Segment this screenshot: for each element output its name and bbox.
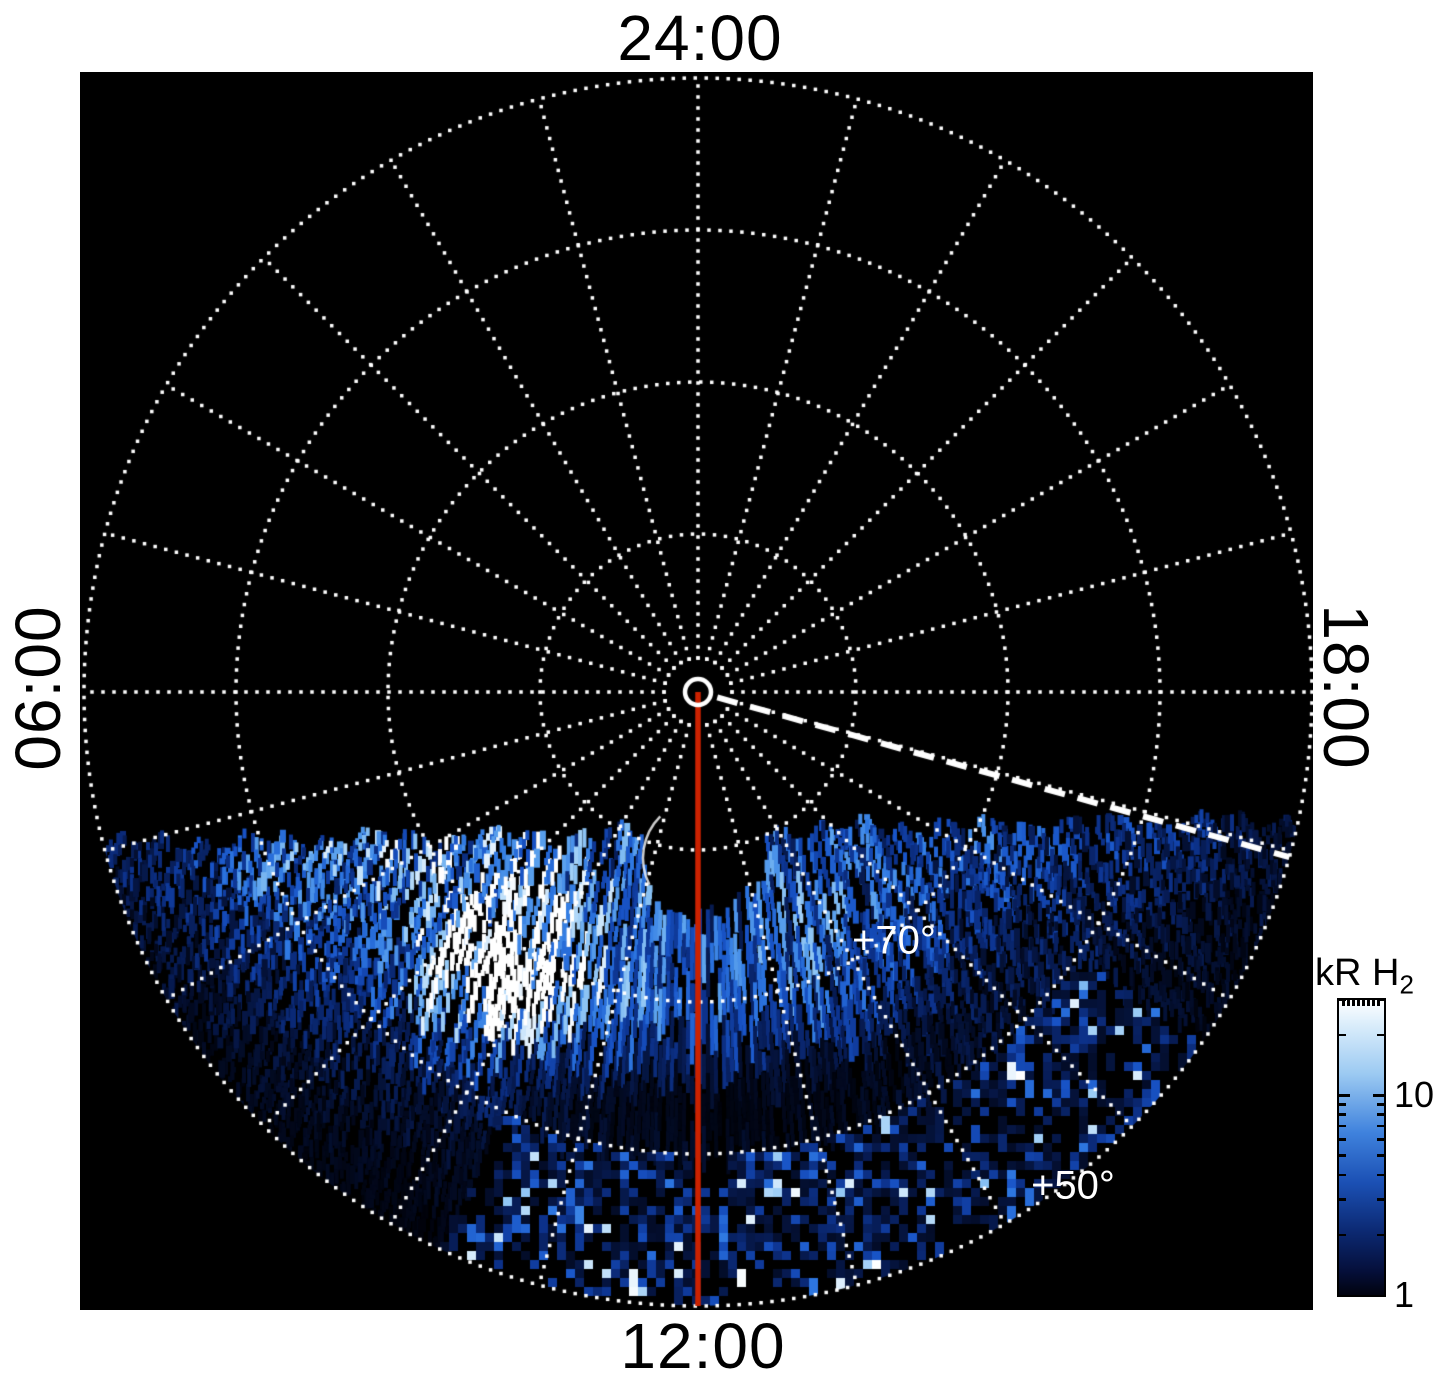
colorbar-title: kR H2 [1315,952,1414,1000]
colorbar-top-minor-tick [1377,1000,1380,1006]
colorbar-minor-tick [1377,1173,1384,1176]
colorbar-minor-tick [1377,1033,1384,1037]
colorbar-minor-tick [1377,1103,1384,1106]
latitude-label-70: +70° [852,918,936,963]
colorbar-top-minor-tick [1352,1000,1355,1006]
colorbar-minor-tick [1339,1124,1346,1128]
colorbar-minor-tick [1339,1198,1346,1201]
colorbar-top-minor-tick [1367,1000,1370,1006]
colorbar-minor-tick [1339,1173,1346,1176]
colorbar-minor-tick [1377,1138,1384,1141]
colorbar-minor-tick [1377,1124,1384,1128]
colorbar-minor-tick [1339,1233,1346,1237]
aurora-polar-map-canvas [80,72,1313,1310]
time-label-1800: 18:00 [1310,604,1382,770]
colorbar-major-tick [1339,1094,1350,1097]
colorbar-minor-tick [1377,1233,1384,1237]
colorbar-minor-tick [1339,1154,1346,1157]
colorbar-major-tick [1373,1094,1384,1097]
colorbar-top-minor-tick [1347,1000,1350,1006]
colorbar-minor-tick [1339,1138,1346,1141]
time-label-1200: 12:00 [620,1310,786,1382]
colorbar-minor-tick [1377,1154,1384,1157]
latitude-label-50: +50° [1031,1163,1115,1208]
time-label-0600: 06:00 [2,605,74,771]
colorbar-minor-tick [1377,998,1384,1002]
colorbar-top-minor-tick [1357,1000,1360,1006]
colorbar-minor-tick [1339,1103,1346,1106]
colorbar-tick-label-1: 1 [1394,1274,1415,1315]
colorbar-tick-label-10: 10 [1394,1074,1435,1116]
time-label-2400: 24:00 [617,2,783,74]
colorbar-top-minor-tick [1342,1000,1345,1006]
colorbar-minor-tick [1377,1113,1384,1116]
colorbar: kR H2 10 1 [1315,952,1434,1315]
colorbar-gradient [1337,998,1386,1297]
colorbar-top-minor-tick [1362,1000,1365,1006]
polar-plot-area: +70° +50° [80,72,1313,1310]
colorbar-minor-tick [1377,1198,1384,1201]
colorbar-minor-tick [1339,1113,1346,1116]
colorbar-title-subscript: 2 [1399,969,1414,1000]
colorbar-minor-tick [1339,1033,1346,1037]
colorbar-top-minor-tick [1372,1000,1375,1006]
